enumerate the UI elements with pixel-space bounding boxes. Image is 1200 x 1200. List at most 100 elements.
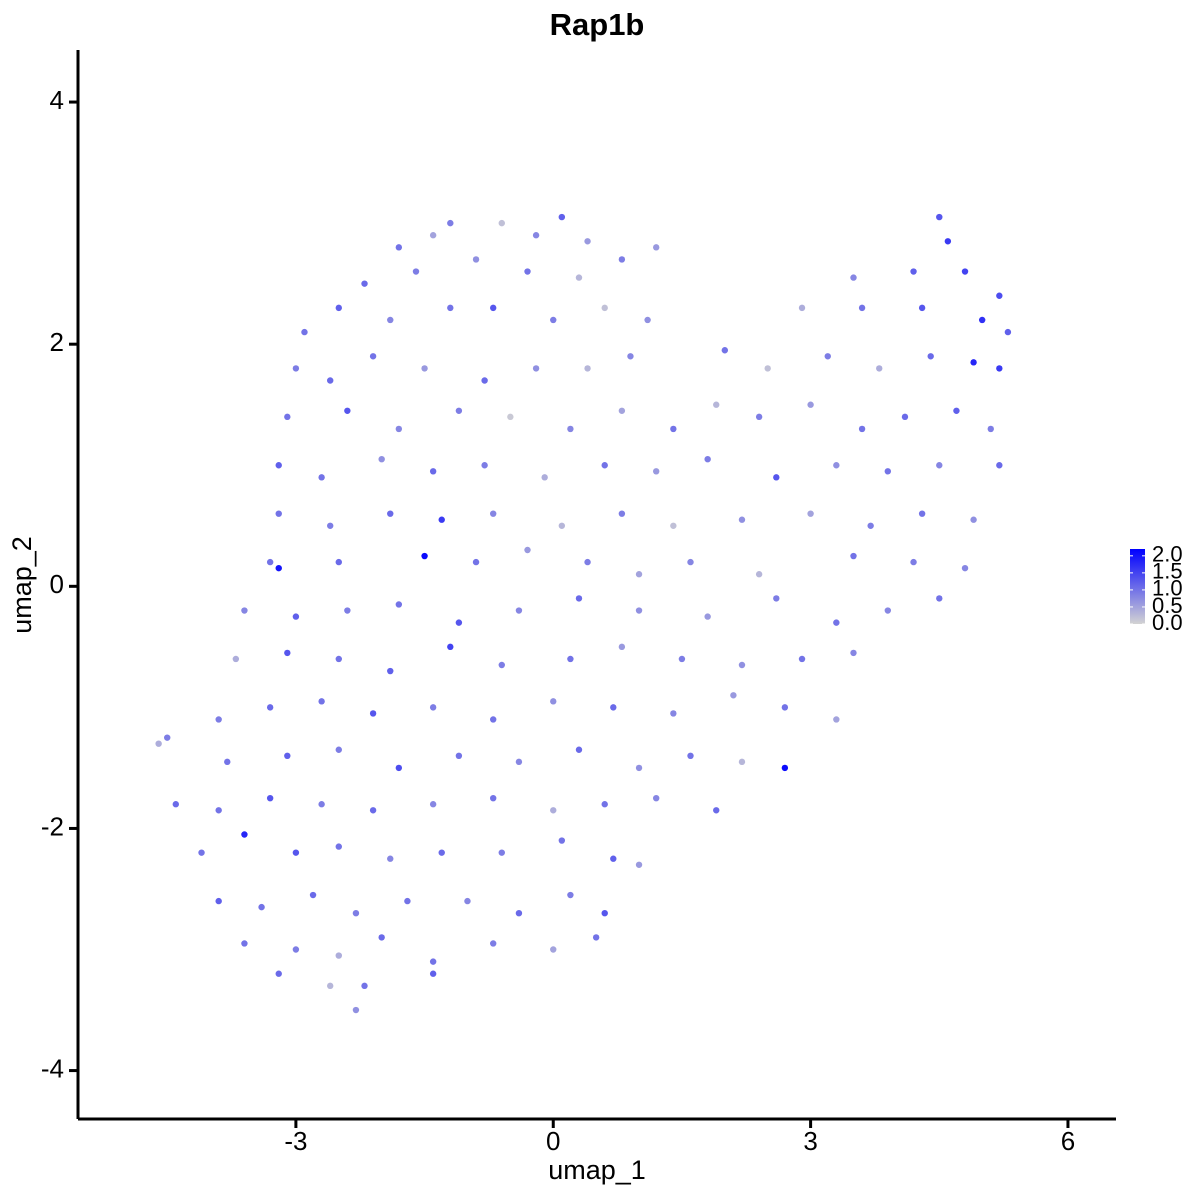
point xyxy=(936,462,943,469)
point xyxy=(1004,328,1012,336)
point xyxy=(996,292,1003,299)
y-tick-label: 2 xyxy=(50,327,64,357)
x-tick-label: 3 xyxy=(803,1126,817,1156)
point xyxy=(644,316,651,324)
point xyxy=(429,468,437,475)
point xyxy=(635,764,643,772)
point xyxy=(292,946,300,953)
legend-label: 1.5 xyxy=(1152,559,1183,584)
point xyxy=(455,752,463,760)
point xyxy=(755,413,763,421)
point xyxy=(490,304,497,312)
point xyxy=(850,274,857,281)
point xyxy=(635,571,643,578)
point xyxy=(704,613,711,620)
point xyxy=(481,377,488,384)
point xyxy=(755,571,763,578)
point xyxy=(541,474,548,481)
point xyxy=(447,219,454,227)
point xyxy=(498,219,505,227)
point xyxy=(438,516,445,523)
point xyxy=(395,244,403,251)
point xyxy=(387,510,394,517)
point xyxy=(652,244,660,251)
point xyxy=(284,752,291,760)
point xyxy=(404,897,411,905)
point xyxy=(833,619,840,626)
point xyxy=(610,855,617,862)
point xyxy=(910,268,917,275)
point xyxy=(275,564,282,572)
point xyxy=(996,462,1003,469)
point xyxy=(309,891,317,899)
point xyxy=(764,365,771,372)
point xyxy=(344,407,351,414)
point xyxy=(944,238,952,245)
point xyxy=(584,558,591,566)
point xyxy=(335,952,342,959)
point xyxy=(335,304,342,312)
point xyxy=(798,655,806,663)
point xyxy=(515,758,523,766)
point xyxy=(867,522,874,529)
point xyxy=(378,934,385,941)
point xyxy=(224,758,231,766)
point xyxy=(601,909,608,917)
point xyxy=(275,510,282,517)
point xyxy=(618,407,626,414)
point xyxy=(164,734,171,741)
point xyxy=(635,607,643,614)
point xyxy=(558,522,566,529)
point xyxy=(318,474,325,481)
point xyxy=(481,462,488,469)
point xyxy=(387,667,394,675)
point xyxy=(738,661,746,669)
point xyxy=(610,704,617,711)
legend-label: 1.0 xyxy=(1152,576,1183,601)
point xyxy=(498,661,505,669)
point xyxy=(172,801,179,808)
x-axis-title: umap_1 xyxy=(548,1155,646,1185)
point xyxy=(953,407,960,414)
point xyxy=(344,607,351,614)
point xyxy=(490,940,497,947)
point xyxy=(395,425,403,433)
point xyxy=(455,407,463,414)
point xyxy=(584,365,591,372)
point xyxy=(318,801,325,808)
point xyxy=(961,268,969,275)
point xyxy=(507,413,514,421)
point xyxy=(575,746,583,753)
point xyxy=(687,558,694,566)
point xyxy=(910,558,917,566)
colorbar xyxy=(1130,549,1145,624)
point xyxy=(627,353,634,360)
point xyxy=(970,359,977,366)
point xyxy=(773,595,780,602)
point xyxy=(352,1006,360,1014)
point xyxy=(884,468,892,475)
point xyxy=(447,643,454,651)
point xyxy=(687,752,694,760)
point xyxy=(524,546,531,554)
point xyxy=(421,365,428,372)
point xyxy=(936,595,943,602)
point xyxy=(515,607,523,614)
point xyxy=(275,462,282,469)
point xyxy=(833,462,840,469)
point xyxy=(395,601,403,608)
y-axis-title: umap_2 xyxy=(7,536,37,634)
point xyxy=(301,328,308,336)
point xyxy=(429,958,437,965)
point xyxy=(515,909,523,917)
point xyxy=(670,710,677,717)
chart-title: Rap1b xyxy=(550,7,645,42)
point xyxy=(798,304,806,312)
point xyxy=(258,903,265,911)
point xyxy=(352,909,360,917)
point xyxy=(730,692,737,699)
point xyxy=(704,455,711,463)
point xyxy=(378,455,385,463)
